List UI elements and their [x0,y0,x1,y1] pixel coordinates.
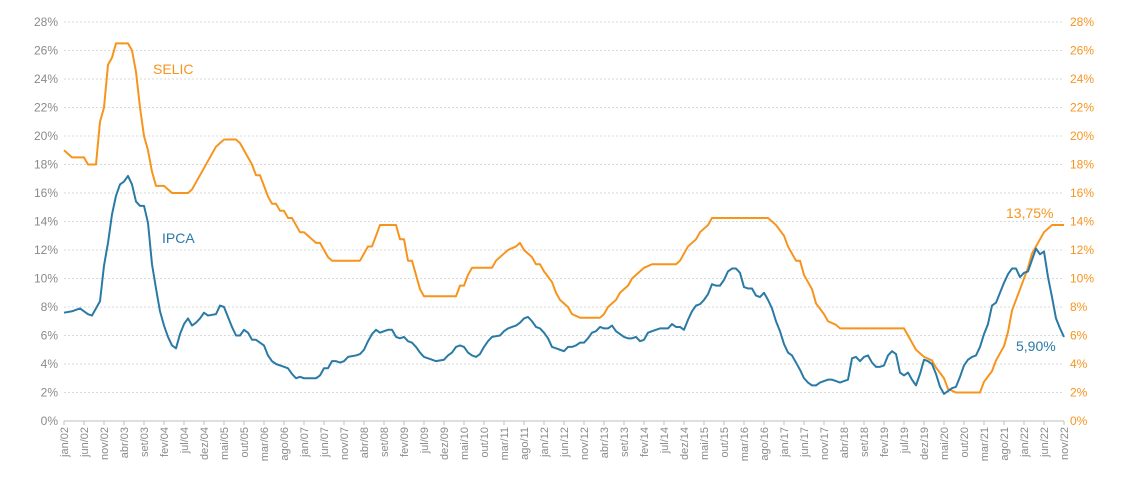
x-tick-label: out/15 [719,427,731,458]
y-right-tick-label: 8% [1070,300,1088,314]
y-left-tick-label: 14% [34,215,58,229]
x-tick-label: jan/22 [1019,427,1031,458]
x-tick-label: jun/07 [319,427,331,458]
x-tick-label: nov/02 [99,427,111,460]
x-tick-label: jun/22 [1039,427,1051,458]
x-tick-label: jan/12 [539,427,551,458]
x-tick-label: abr/13 [599,427,611,458]
selic-series-label: SELIC [153,61,193,77]
x-tick-label: ago/11 [519,427,531,460]
y-left-tick-label: 28% [34,15,58,29]
y-right-tick-label: 0% [1070,414,1088,428]
x-tick-label: mai/05 [219,427,231,460]
y-left-tick-label: 0% [41,414,59,428]
gridlines [64,21,1064,422]
y-right-tick-label: 16% [1070,186,1094,200]
x-tick-label: jan/07 [299,427,311,458]
y-left-tick-label: 8% [41,300,59,314]
ipca-series-label: IPCA [162,230,195,246]
x-tick-label: fev/04 [159,427,171,457]
y-left-tick-label: 26% [34,44,58,58]
left-y-axis: 0% 2% 4% 6% 8% 10% 12% 14% 16% 18% 20% 22% 24% 26% 28% [34,15,58,428]
x-tick-label: ago/06 [279,427,291,461]
x-tick-label: fev/14 [639,427,651,457]
y-left-tick-label: 24% [34,72,58,86]
x-tick-label: mar/06 [259,427,271,461]
x-tick-label: mar/11 [499,427,511,460]
ipca-line [63,174,1065,395]
x-tick-label: abr/08 [359,427,371,458]
y-right-tick-label: 10% [1070,272,1094,286]
y-right-tick-label: 28% [1070,15,1094,29]
y-left-tick-label: 22% [34,101,58,115]
y-left-tick-label: 10% [34,272,58,286]
x-tick-label: jun/02 [79,427,91,458]
y-right-tick-label: 4% [1070,357,1088,371]
y-right-tick-label: 22% [1070,101,1094,115]
ipca-end-value-label: 5,90% [1016,338,1056,354]
y-right-tick-label: 6% [1070,329,1088,343]
x-tick-label: out/10 [479,427,491,458]
x-tick-label: jan/17 [779,427,791,458]
x-tick-label: set/03 [139,427,151,457]
y-left-tick-label: 2% [41,386,59,400]
x-tick-label: out/05 [239,427,251,458]
y-right-tick-label: 2% [1070,386,1088,400]
series-lines [63,42,1065,395]
y-left-tick-label: 16% [34,186,58,200]
x-tick-label: mai/10 [459,427,471,460]
x-tick-label: ago/21 [999,427,1011,461]
x-tick-label: dez/04 [199,427,211,460]
y-right-tick-label: 12% [1070,243,1094,257]
x-tick-label: mai/20 [939,427,951,460]
x-axis: jan/02 jun/02 nov/02 abr/03 set/03 fev/04 jul/… [59,420,1071,461]
x-tick-label: nov/22 [1059,427,1071,460]
x-tick-label: fev/09 [399,427,411,457]
x-tick-label: dez/14 [679,427,691,460]
selic-end-value-label: 13,75% [1006,205,1053,221]
y-left-tick-label: 20% [34,129,58,143]
x-tick-label: jun/17 [799,427,811,458]
x-tick-label: set/08 [379,427,391,457]
x-tick-label: nov/17 [819,427,831,460]
x-tick-label: mai/15 [699,427,711,460]
x-tick-label: nov/12 [579,427,591,460]
x-tick-label: dez/09 [439,427,451,460]
x-tick-label: dez/19 [919,427,931,460]
y-left-tick-label: 4% [41,357,59,371]
x-tick-label: ago/16 [759,427,771,461]
x-tick-label: mar/21 [979,427,991,461]
y-right-tick-label: 24% [1070,72,1094,86]
x-tick-label: abr/03 [119,427,131,458]
y-right-tick-label: 20% [1070,129,1094,143]
x-tick-label: fev/19 [879,427,891,457]
y-left-tick-label: 12% [34,243,58,257]
x-tick-label: jul/14 [659,427,671,454]
x-tick-label: jul/19 [899,427,911,454]
x-tick-label: nov/07 [339,427,351,460]
x-tick-label: abr/18 [839,427,851,458]
selic-line [63,42,1064,394]
y-right-tick-label: 18% [1070,158,1094,172]
y-left-tick-label: 6% [41,329,59,343]
x-tick-label: jun/12 [559,427,571,458]
right-y-axis: 0% 2% 4% 6% 8% 10% 12% 14% 16% 18% 20% 22% 24% 26% 28% [1070,15,1094,428]
x-tick-label: jul/09 [419,427,431,454]
x-tick-label: mar/16 [739,427,751,461]
x-tick-label: set/18 [859,427,871,457]
x-tick-label: jan/02 [59,427,71,458]
y-left-tick-label: 18% [34,158,58,172]
y-right-tick-label: 26% [1070,44,1094,58]
x-tick-label: set/13 [619,427,631,457]
y-right-tick-label: 14% [1070,215,1094,229]
x-tick-label: out/20 [959,427,971,458]
x-tick-label: jul/04 [179,427,191,454]
